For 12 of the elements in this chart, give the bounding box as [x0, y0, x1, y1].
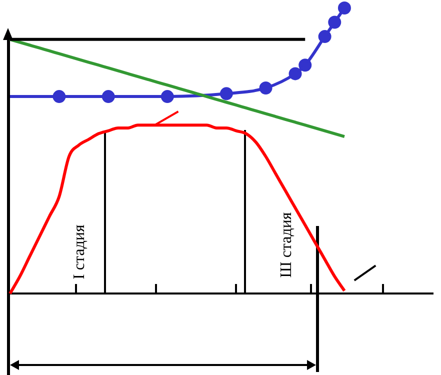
point: [259, 81, 272, 94]
point: [318, 30, 332, 44]
point: [52, 90, 66, 104]
point: [102, 90, 115, 104]
point: [298, 58, 312, 72]
point: [160, 90, 174, 104]
annotation: I стадия: [71, 224, 88, 280]
annotation: Ш стадия: [278, 212, 295, 278]
point: [338, 2, 351, 14]
point: [288, 67, 302, 80]
point: [328, 16, 342, 29]
point: [220, 87, 233, 100]
